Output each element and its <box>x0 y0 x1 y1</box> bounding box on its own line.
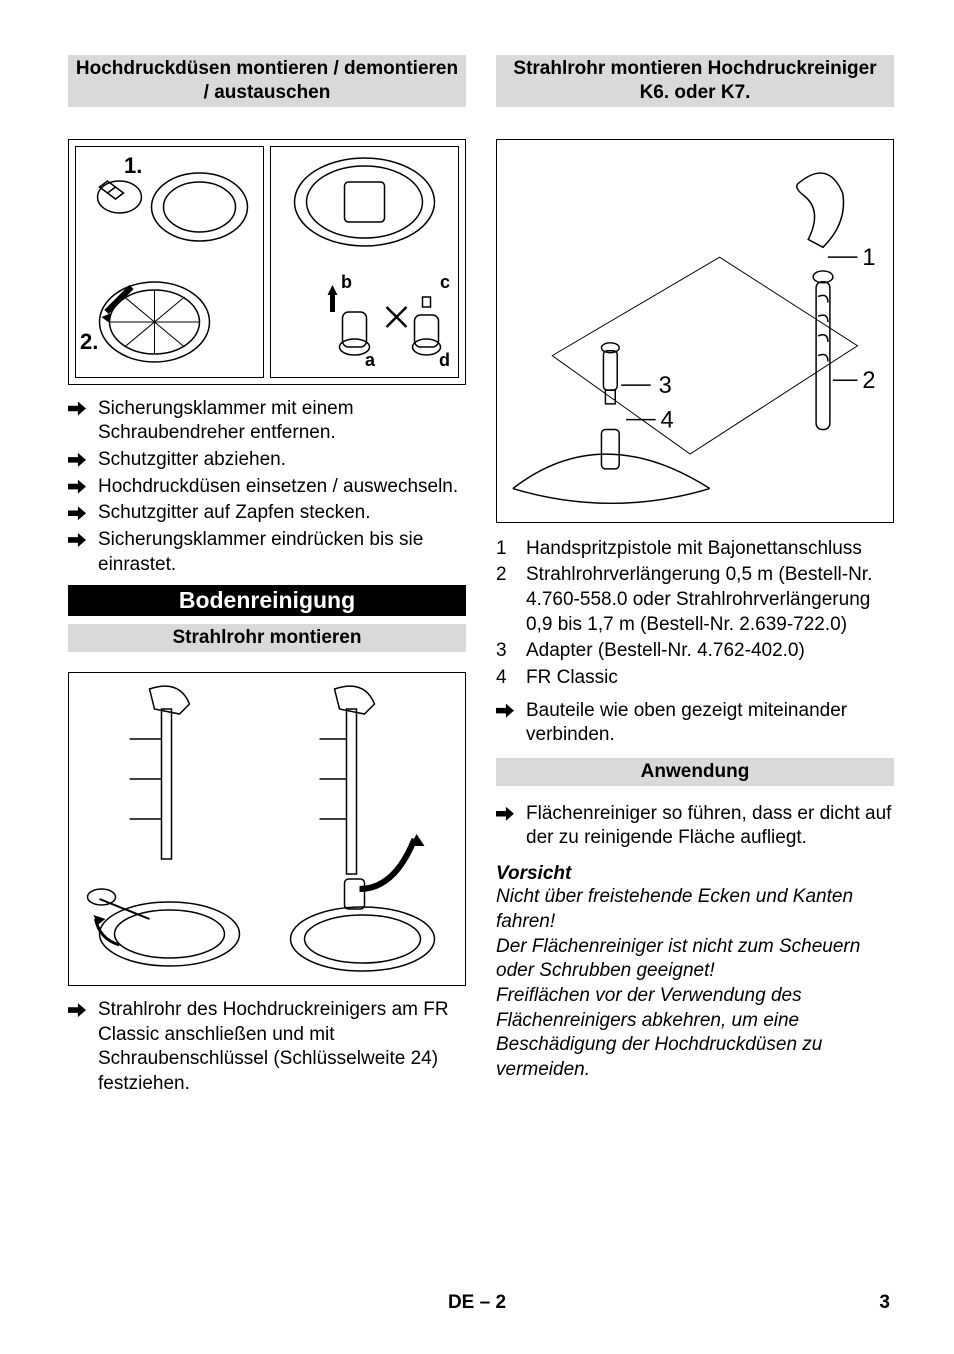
page: Hochdruckdüsen montieren / demontieren /… <box>0 0 954 1354</box>
figure-lance-mount <box>68 672 466 986</box>
steps-list-3: Bauteile wie oben gezeigt miteinander ve… <box>496 697 894 750</box>
left-column: Hochdruckdüsen montieren / demontieren /… <box>68 55 466 1292</box>
step-item: Sicherungsklammer mit einem Schraubendre… <box>68 397 466 446</box>
nozzle-sketch-right <box>271 147 458 377</box>
caution-heading: Vorsicht <box>496 863 894 885</box>
figure-label-a: a <box>365 350 375 371</box>
lance-sketch-right <box>270 679 459 979</box>
caution-body: Nicht über freistehende Ecken und Kanten… <box>496 885 894 1083</box>
figure-label-c: c <box>440 272 450 293</box>
footer-center: DE – 2 <box>0 1292 954 1314</box>
right-column: Strahlrohr montieren Hochdruckreiniger K… <box>496 55 894 1292</box>
legend-item: 2Strahlrohrverlängerung 0,5 m (Bestell-N… <box>496 563 894 637</box>
figure-cell: 1 2 3 4 <box>503 146 887 516</box>
figure-label-2: 2 <box>862 368 875 394</box>
figure-label-1: 1 <box>862 245 875 271</box>
section-heading: Strahlrohr montieren Hochdruckreiniger K… <box>496 55 894 107</box>
steps-list-4: Flächenreiniger so führen, dass er dicht… <box>496 800 894 853</box>
figure-label-b: b <box>341 272 352 293</box>
figure-label-4: 4 <box>661 407 674 433</box>
step-item: Sicherungsklammer eindrücken bis sie ein… <box>68 528 466 577</box>
figure-cell-left: 1. 2. <box>75 146 264 378</box>
steps-list-2: Strahlrohr des Hochdruckreinigers am FR … <box>68 996 466 1099</box>
figure-cell <box>270 679 459 979</box>
step-item: Bauteile wie oben gezeigt miteinander ve… <box>496 699 894 748</box>
section-heading: Anwendung <box>496 758 894 786</box>
steps-list-1: Sicherungsklammer mit einem Schraubendre… <box>68 395 466 580</box>
step-item: Schutzgitter auf Zapfen stecken. <box>68 501 466 526</box>
k6k7-sketch: 1 2 3 4 <box>503 146 887 516</box>
figure-k6k7: 1 2 3 4 <box>496 139 894 523</box>
figure-label-1: 1. <box>124 153 142 179</box>
legend-list: 1Handspritzpistole mit Bajonettanschluss… <box>496 535 894 693</box>
columns: Hochdruckdüsen montieren / demontieren /… <box>68 55 894 1292</box>
figure-label-d: d <box>439 350 450 371</box>
legend-item: 3Adapter (Bestell-Nr. 4.762-402.0) <box>496 639 894 664</box>
step-item: Strahlrohr des Hochdruckreinigers am FR … <box>68 998 466 1097</box>
section-heading: Hochdruckdüsen montieren / demontieren /… <box>68 55 466 107</box>
nozzle-sketch-left <box>76 147 263 377</box>
figure-label-2: 2. <box>80 329 98 355</box>
page-footer: DE – 2 3 <box>68 1292 894 1314</box>
section-heading-black: Bodenreinigung <box>68 585 466 616</box>
figure-label-3: 3 <box>659 373 672 399</box>
lance-sketch-left <box>75 679 264 979</box>
step-item: Flächenreiniger so führen, dass er dicht… <box>496 802 894 851</box>
figure-cell-right: b c a d <box>270 146 459 378</box>
figure-cell <box>75 679 264 979</box>
legend-item: 4FR Classic <box>496 666 894 691</box>
legend-item: 1Handspritzpistole mit Bajonettanschluss <box>496 537 894 562</box>
section-heading: Strahlrohr montieren <box>68 624 466 652</box>
step-item: Schutzgitter abziehen. <box>68 448 466 473</box>
figure-nozzle-mount: 1. 2. <box>68 139 466 385</box>
step-item: Hochdruckdüsen einsetzen / auswechseln. <box>68 475 466 500</box>
